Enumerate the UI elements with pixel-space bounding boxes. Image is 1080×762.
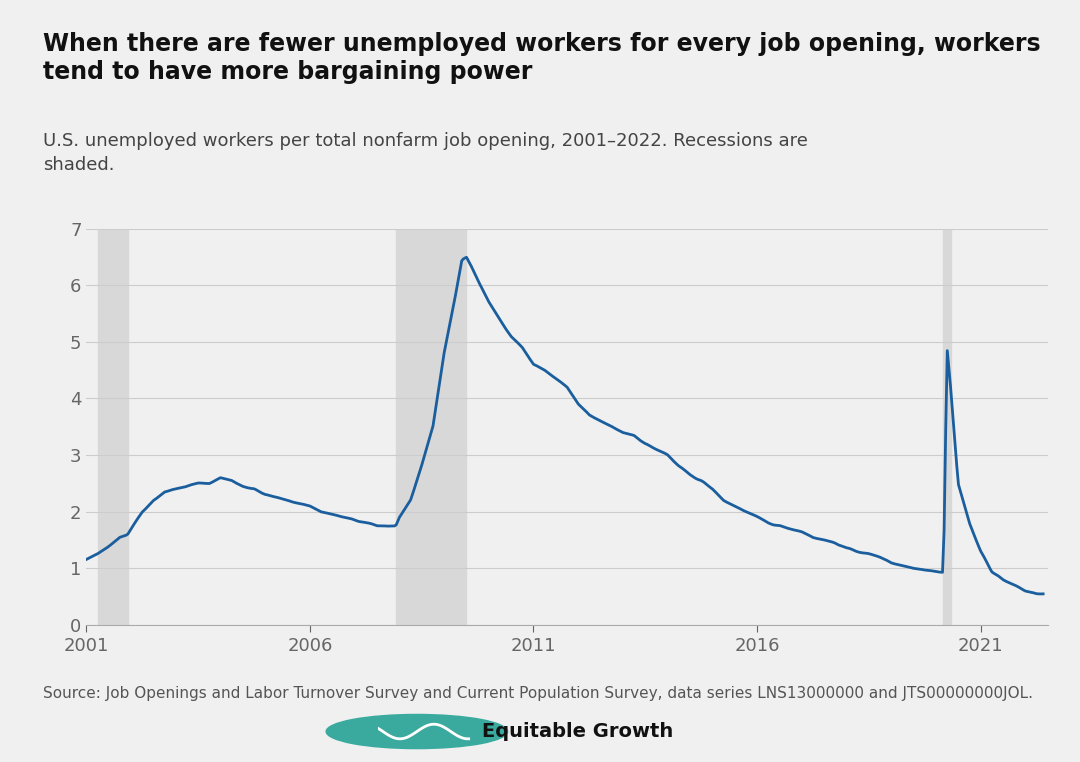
Text: Source: Job Openings and Labor Turnover Survey and Current Population Survey, da: Source: Job Openings and Labor Turnover … <box>43 686 1034 701</box>
Text: When there are fewer unemployed workers for every job opening, workers
tend to h: When there are fewer unemployed workers … <box>43 32 1041 84</box>
Text: U.S. unemployed workers per total nonfarm job opening, 2001–2022. Recessions are: U.S. unemployed workers per total nonfar… <box>43 133 808 174</box>
Bar <box>944 229 950 625</box>
Circle shape <box>326 715 508 748</box>
Bar <box>395 229 467 625</box>
Bar <box>97 229 127 625</box>
Text: Equitable Growth: Equitable Growth <box>482 722 673 741</box>
